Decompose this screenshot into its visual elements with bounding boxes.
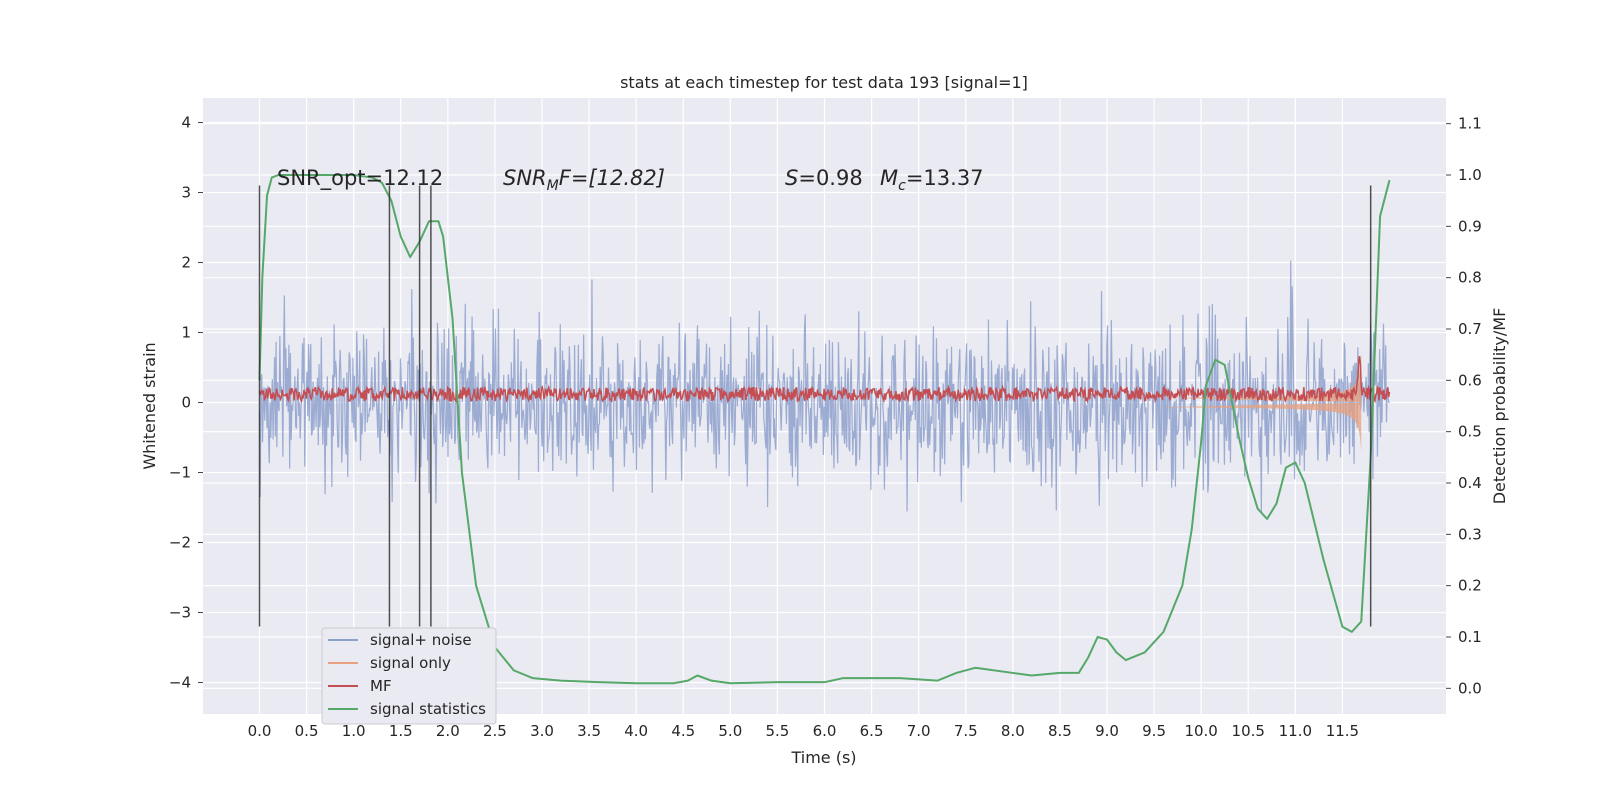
y-axis-label-left: Whitened strain: [140, 342, 159, 469]
x-tick-label: 4.5: [671, 722, 695, 740]
y-tick-label-right: 1.1: [1458, 115, 1482, 133]
x-tick-label: 0.0: [248, 722, 272, 740]
y-axis-label-right: Detection probability/MF: [1490, 308, 1509, 505]
y-tick-label-left: 1: [181, 324, 191, 342]
y-tick-label-right: 1.0: [1458, 166, 1482, 184]
legend-label-signal-only: signal only: [370, 654, 451, 672]
x-tick-label: 11.5: [1326, 722, 1359, 740]
y-tick-label-left: −1: [169, 464, 191, 482]
x-tick-label: 9.5: [1142, 722, 1166, 740]
chart-title: stats at each timestep for test data 193…: [620, 73, 1028, 92]
annotation-snr-mf: SNRMF=[12.82]: [503, 166, 665, 194]
series-signal-statistics: [258, 174, 1391, 685]
x-tick-label: 4.0: [624, 722, 648, 740]
series-mf: [258, 356, 1391, 404]
y-tick-label-left: −3: [169, 604, 191, 622]
y-tick-label-right: 0.9: [1458, 217, 1482, 235]
x-tick-label: 0.5: [295, 722, 319, 740]
x-axis-label: Time (s): [790, 748, 856, 767]
y-tick-label-left: −4: [169, 674, 191, 692]
x-tick-label: 3.5: [577, 722, 601, 740]
x-tick-label: 7.5: [954, 722, 978, 740]
x-tick-label: 10.0: [1184, 722, 1217, 740]
annotation-mc: Mc=13.37: [880, 166, 984, 194]
x-tick-label: 9.0: [1095, 722, 1119, 740]
axis-ticks: 0.0 0.5 1.0 1.5 2.0 2.5 3.0 3.5 4.0 4.5 5.0 5.5 6.0 6…: [169, 114, 1482, 741]
y-tick-label-right: 0.6: [1458, 371, 1482, 389]
y-tick-label-right: 0.4: [1458, 474, 1482, 492]
grid-lines: [203, 98, 1446, 714]
y-tick-label-left: 2: [181, 254, 191, 272]
x-tick-label: 11.0: [1279, 722, 1312, 740]
x-tick-label: 1.0: [342, 722, 366, 740]
x-tick-label: 7.0: [907, 722, 931, 740]
y-tick-label-left: −2: [169, 534, 191, 552]
legend-label-signal-noise: signal+ noise: [370, 631, 472, 649]
x-tick-label: 2.5: [483, 722, 507, 740]
y-tick-label-right: 0.7: [1458, 320, 1482, 338]
x-tick-label: 8.0: [1001, 722, 1025, 740]
y-tick-label-right: 0.0: [1458, 679, 1482, 697]
x-tick-label: 5.0: [718, 722, 742, 740]
legend: signal+ noise signal only MF signal stat…: [321, 627, 497, 725]
legend-label-mf: MF: [370, 677, 392, 695]
legend-label-signal-statistics: signal statistics: [370, 700, 486, 718]
x-tick-label: 6.5: [860, 722, 884, 740]
y-tick-label-left: 4: [181, 114, 191, 132]
x-tick-label: 5.5: [765, 722, 789, 740]
plot-area: [258, 174, 1391, 685]
y-tick-label-right: 0.8: [1458, 269, 1482, 287]
y-tick-label-left: 0: [181, 394, 191, 412]
y-tick-label-right: 0.1: [1458, 628, 1482, 646]
x-tick-label: 2.0: [436, 722, 460, 740]
y-tick-label-right: 0.3: [1458, 525, 1482, 543]
annotation-s: S=0.98: [785, 166, 863, 190]
x-tick-label: 1.5: [389, 722, 413, 740]
x-tick-label: 8.5: [1048, 722, 1072, 740]
x-tick-label: 3.0: [530, 722, 554, 740]
x-tick-label: 6.0: [813, 722, 837, 740]
annotation-snr-opt: SNR_opt=12.12: [277, 166, 443, 191]
y-tick-label-right: 0.5: [1458, 423, 1482, 441]
x-tick-label: 10.5: [1232, 722, 1265, 740]
y-tick-label-right: 0.2: [1458, 577, 1482, 595]
y-tick-label-left: 3: [181, 184, 191, 202]
legend-box: [321, 627, 497, 725]
